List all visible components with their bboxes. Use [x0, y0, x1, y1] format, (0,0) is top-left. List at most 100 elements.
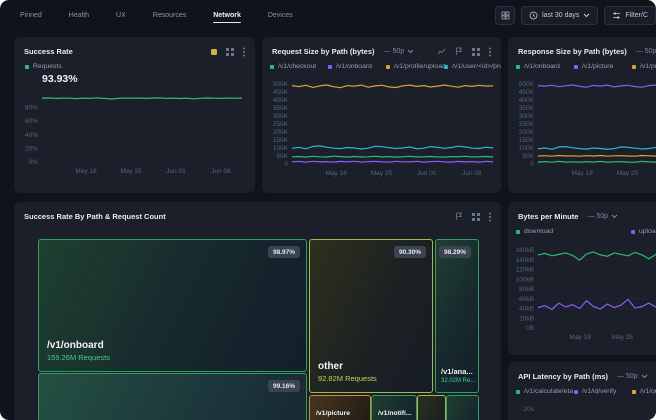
expand-icon[interactable] — [472, 212, 475, 216]
legend-item[interactable]: /v1/checkout — [270, 63, 328, 70]
treemap-box[interactable] — [446, 395, 479, 420]
panel-title: Success Rate — [24, 47, 73, 56]
treemap-box-analytics[interactable]: 98.29% /v1/ana... 32.02M Re... — [435, 239, 479, 393]
legend: /v1/calculate/eta /v1/id/verify /v1/onb — [508, 388, 656, 395]
series-color-dot — [632, 64, 636, 69]
layout-grid-button[interactable] — [495, 6, 516, 25]
svg-text:250K: 250K — [273, 121, 289, 128]
legend-label: /v1/picture — [582, 63, 614, 70]
series-color-dot — [444, 64, 448, 69]
series-color-dot — [574, 64, 578, 69]
aggregation-dropdown[interactable]: — 50p — [384, 48, 415, 55]
success-rate-badge: 98.97% — [267, 246, 300, 258]
legend-item[interactable]: upload — [631, 228, 656, 235]
request-count-label: 92.82M Requests — [318, 373, 377, 383]
legend: download upload — [508, 228, 656, 235]
svg-text:100K: 100K — [273, 145, 289, 152]
svg-text:150K: 150K — [519, 137, 535, 144]
flag-icon[interactable] — [455, 47, 463, 56]
treemap-box-onboard[interactable]: 98.97% /v1/onboard 159.26M Requests — [38, 239, 307, 372]
series-color-dot — [328, 64, 332, 69]
flag-icon[interactable] — [455, 212, 463, 221]
filter-button[interactable]: Filter/C — [604, 6, 656, 25]
sliders-icon — [613, 12, 621, 19]
svg-text:500K: 500K — [519, 81, 535, 88]
tab-devices[interactable]: Devices — [267, 12, 293, 19]
aggregation-dropdown[interactable]: — 50p — [617, 373, 648, 380]
panel-success-by-path: Success Rate By Path & Request Count 98.… — [14, 202, 501, 420]
legend: /v1/onboard /v1/picture /v1/prof — [508, 63, 656, 70]
legend-item[interactable]: /v1/onboard — [516, 63, 574, 70]
success-rate-badge: 99.16% — [267, 380, 300, 392]
svg-text:50K: 50K — [522, 153, 534, 160]
aggregation-dropdown[interactable]: — 50p — [636, 48, 656, 55]
panel-title: Bytes per Minute — [518, 212, 579, 221]
svg-text:400K: 400K — [519, 97, 535, 104]
svg-text:0: 0 — [530, 161, 534, 168]
path-label: /v1/onboard — [47, 340, 104, 352]
series-color-dot — [574, 389, 578, 394]
panel-title: Request Size by Path (bytes) — [272, 47, 375, 56]
success-rate-chart: 0% 20% 40% 60% 80% May 18 May 25 Jun 01 Jun 08 — [20, 90, 248, 176]
success-rate-badge: 90.30% — [393, 246, 426, 258]
time-range-label: last 30 days — [542, 12, 580, 19]
svg-text:May 25: May 25 — [120, 168, 142, 175]
series-color-dot — [25, 64, 29, 69]
legend: Requests — [14, 63, 255, 70]
svg-text:20kB: 20kB — [519, 315, 534, 322]
svg-text:160kB: 160kB — [516, 247, 534, 254]
treemap-box-notifications[interactable]: /v1/notifi... — [371, 395, 417, 420]
legend-item[interactable]: /v1/picture — [574, 63, 632, 70]
panel-success-rate: Success Rate Requests 93.93% 0% 20% 40% 60%… — [14, 37, 255, 193]
tab-network[interactable]: Network — [213, 2, 241, 28]
legend-item[interactable]: /v1/onboard — [328, 63, 386, 70]
kebab-menu-icon[interactable] — [243, 50, 245, 53]
svg-text:50K: 50K — [276, 153, 288, 160]
tab-resources[interactable]: Resources — [152, 12, 187, 19]
tab-pinned[interactable]: Pinned — [20, 12, 42, 19]
panel-request-size: Request Size by Path (bytes) — 50p /v1/c… — [262, 37, 501, 193]
legend: /v1/checkout /v1/onboard /v1/profile/upl… — [262, 63, 501, 70]
svg-text:20%: 20% — [25, 145, 38, 152]
legend-item[interactable]: /v1/id/verify — [574, 388, 632, 395]
legend-item[interactable]: Requests — [25, 63, 83, 70]
tab-ux[interactable]: UX — [116, 12, 126, 19]
legend-label: /v1/calculate/eta — [524, 388, 574, 395]
legend-label: /v1/onb — [640, 388, 656, 395]
svg-text:400K: 400K — [273, 97, 289, 104]
legend-item[interactable]: /v1/calculate/eta — [516, 388, 574, 395]
nav-tabs: Pinned Health UX Resources Network Devic… — [20, 2, 320, 28]
legend-item[interactable]: /v1/profile/upload — [386, 63, 446, 70]
request-size-chart: 0 50K 100K 150K 200K 250K 300K 350K 400K 450K 500K… — [266, 80, 499, 178]
legend-item[interactable]: /v1/onb — [632, 388, 656, 395]
expand-icon[interactable] — [226, 47, 229, 51]
svg-text:200K: 200K — [519, 129, 535, 136]
time-range-dropdown[interactable]: last 30 days — [521, 6, 599, 25]
treemap-box-other[interactable]: 90.30% other 92.82M Requests — [309, 239, 433, 393]
svg-text:0: 0 — [284, 161, 288, 168]
legend-item[interactable]: download — [516, 228, 631, 235]
svg-text:350K: 350K — [273, 105, 289, 112]
treemap-box[interactable]: 99.16% — [38, 373, 307, 420]
aggregation-label: — 50p — [587, 213, 609, 220]
legend-label: /v1/id/verify — [582, 388, 617, 395]
tab-health[interactable]: Health — [68, 12, 90, 19]
series-color-dot — [270, 64, 274, 69]
trend-icon[interactable] — [437, 47, 446, 56]
expand-icon[interactable] — [472, 47, 475, 51]
aggregation-dropdown[interactable]: — 50p — [587, 213, 618, 220]
kebab-menu-icon[interactable] — [489, 215, 491, 218]
response-size-chart: 0 50K 100K 150K 200K 250K 300K 350K 400K 450K 500K… — [512, 80, 656, 178]
legend-item[interactable]: /v1/prof — [632, 63, 656, 70]
legend-item[interactable]: /v1/user/<id>/profile — [444, 63, 501, 70]
api-latency-chart: 20s — [512, 396, 656, 420]
treemap-box-picture[interactable]: /v1/picture — [309, 395, 371, 420]
clock-icon — [529, 11, 538, 20]
treemap-box[interactable] — [417, 395, 446, 420]
kebab-menu-icon[interactable] — [489, 50, 491, 53]
panel-api-latency: API Latency by Path (ms) — 50p /v1/calcu… — [508, 362, 656, 420]
svg-text:May 18: May 18 — [570, 334, 592, 341]
grid-icon — [501, 11, 509, 20]
pinned-marker-icon[interactable] — [211, 48, 217, 55]
